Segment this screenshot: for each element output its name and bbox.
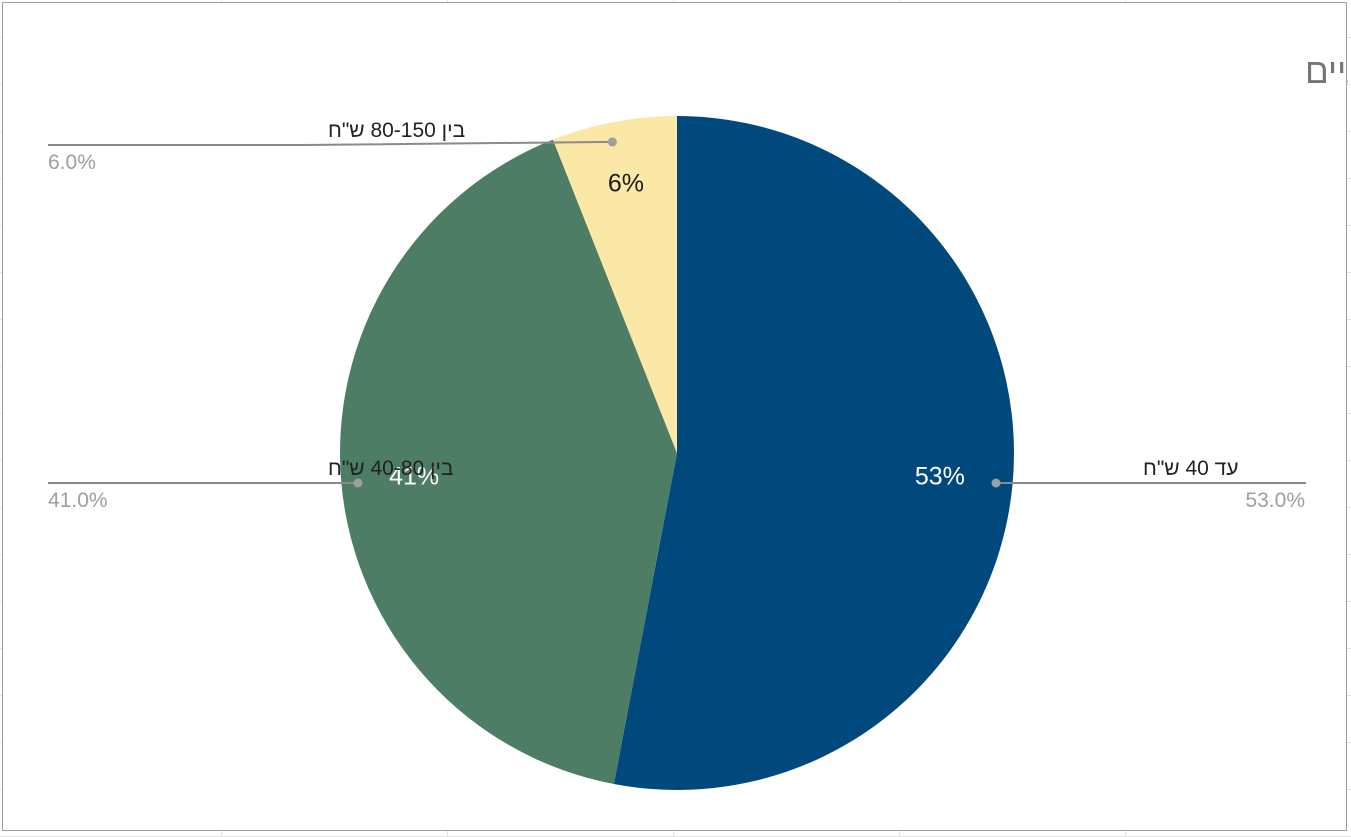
slice-value-labels: 53% 41% 6% <box>389 170 965 491</box>
slice-3-category-label: בין 80-150 ש"ח <box>328 119 465 142</box>
slice-3-wedge[interactable] <box>552 116 677 453</box>
leader-lines: עד 40 ש"ח 53.0% בין 40-80 ש"ח 41.0% בין 80-1… <box>48 119 1306 512</box>
pie-chart-svg: כמה אתם משקיעים בגרביים 53% 41% 6% עד 40 ש… <box>48 52 1348 790</box>
pie-slices <box>340 116 1015 790</box>
chart-title: כמה אתם משקיעים בגרביים <box>1305 52 1348 91</box>
slice-3-leader-line <box>48 140 613 146</box>
slice-1-leader-dot <box>991 478 1001 488</box>
slice-2-value-label: 41% <box>389 463 439 491</box>
slice-2-percent-label: 41.0% <box>48 489 108 512</box>
slice-2-leader-dot <box>353 478 363 488</box>
slice-3-value-label: 6% <box>608 170 644 198</box>
slice-3-leader-dot <box>607 137 617 147</box>
slice-1-wedge[interactable] <box>613 116 1015 790</box>
slice-1-percent-label: 53.0% <box>1245 489 1305 512</box>
slice-1-value-label: 53% <box>915 463 965 491</box>
slice-1-category-label: עד 40 ש"ח <box>1143 457 1239 480</box>
slice-2-category-label: בין 40-80 ש"ח <box>328 457 453 480</box>
slice-3-percent-label: 6.0% <box>48 151 96 174</box>
slice-2-wedge[interactable] <box>340 139 677 785</box>
